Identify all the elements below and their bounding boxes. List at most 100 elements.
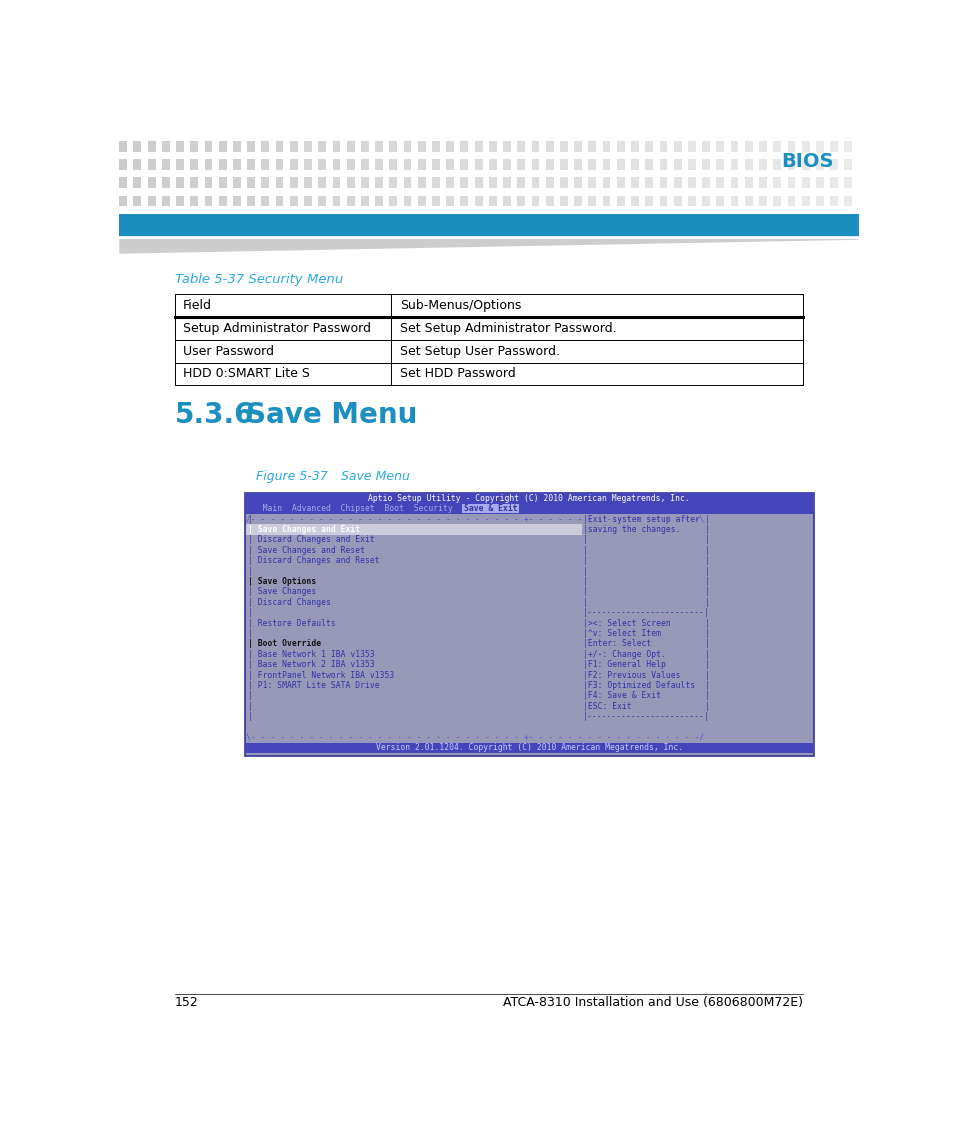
Text: |                        |: | | [582,567,709,576]
Bar [162,177,170,188]
Bar [218,159,227,171]
Bar [644,159,653,171]
Bar [245,504,813,514]
Bar [644,196,653,206]
Text: Set Setup User Password.: Set Setup User Password. [399,345,559,357]
Bar [119,177,127,188]
Text: /- - - - - - - - - - - - - - - - - - - - - - - - - - - - +- - - - - - - - - - - : /- - - - - - - - - - - - - - - - - - - -… [246,514,704,523]
Bar [446,159,454,171]
Bar [574,159,581,171]
Bar [659,159,667,171]
Text: ATCA-8310 Installation and Use (6806800M72E): ATCA-8310 Installation and Use (6806800M… [502,996,802,1009]
Bar [531,159,538,171]
Bar [148,196,155,206]
Bar [318,159,326,171]
Bar [502,159,511,171]
Bar [174,294,802,317]
Bar [403,159,411,171]
Text: |------------------------|: |------------------------| [582,608,709,617]
Bar [261,159,269,171]
Bar [360,196,369,206]
Bar [559,159,567,171]
Bar [218,141,227,152]
Bar [346,141,355,152]
Bar [446,177,454,188]
Bar [829,141,837,152]
Text: 152: 152 [174,996,198,1009]
Bar [403,196,411,206]
Text: Sub-Menus/Options: Sub-Menus/Options [399,299,520,313]
Bar [333,177,340,188]
Bar [829,177,837,188]
Bar [801,141,809,152]
Bar [318,177,326,188]
Bar [162,159,170,171]
Bar [275,159,283,171]
Bar [631,196,639,206]
Bar [247,141,254,152]
Bar [815,177,822,188]
Bar [174,363,802,386]
Text: |^v: Select Item         |: |^v: Select Item | [582,629,709,638]
Bar [730,177,738,188]
Bar [360,177,369,188]
Text: |: | [248,712,257,721]
Bar [517,141,525,152]
Bar [346,177,355,188]
Text: | Boot Override: | Boot Override [248,639,321,648]
Text: |+/-: Change Opt.        |: |+/-: Change Opt. | [582,649,709,658]
Bar [233,159,240,171]
Bar [659,177,667,188]
Bar [475,196,482,206]
Bar [701,159,709,171]
Bar [148,141,155,152]
Bar [389,159,396,171]
Bar [517,177,525,188]
Text: |Enter: Select           |: |Enter: Select | [582,639,709,648]
Text: |><: Select Screen       |: |><: Select Screen | [582,618,709,627]
Bar [375,141,382,152]
Bar [701,177,709,188]
Bar [218,196,227,206]
Bar [233,141,240,152]
Text: Figure 5-37: Figure 5-37 [256,469,328,483]
Bar [644,141,653,152]
Bar [659,141,667,152]
Bar [786,196,795,206]
Text: |ESC: Exit               |: |ESC: Exit | [582,702,709,711]
Text: |: | [248,608,257,617]
Text: |Exit system setup after |: |Exit system setup after | [582,514,709,523]
Bar [432,141,439,152]
Bar [602,177,610,188]
Bar [759,177,766,188]
Bar [701,141,709,152]
Bar [475,159,482,171]
Bar [716,159,723,171]
Bar [631,141,639,152]
Bar [488,141,497,152]
Text: User Password: User Password [183,345,274,357]
Bar [174,340,802,363]
Bar [245,493,813,504]
Text: |                        |: | | [582,546,709,555]
Bar [432,196,439,206]
Text: 5.3.6: 5.3.6 [174,401,254,428]
Text: Field: Field [183,299,212,313]
Bar [773,196,781,206]
Text: | Discard Changes and Exit: | Discard Changes and Exit [248,536,375,544]
Text: |: | [248,702,257,711]
Bar [673,196,680,206]
Bar [488,177,497,188]
Bar [304,159,312,171]
Bar [475,177,482,188]
Bar [417,196,425,206]
Bar [631,159,639,171]
Bar [191,141,198,152]
Bar [290,196,297,206]
Text: | Save Changes and Reset: | Save Changes and Reset [248,546,364,555]
Bar [375,177,382,188]
Bar [843,159,851,171]
Text: |                        |: | | [582,598,709,607]
Bar [176,196,184,206]
Bar [119,214,858,237]
